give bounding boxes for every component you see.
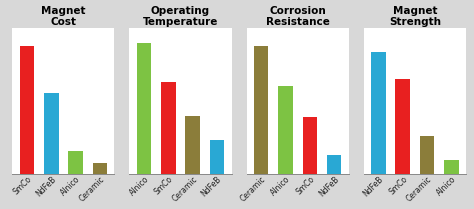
- Bar: [395, 79, 410, 174]
- Bar: [327, 155, 341, 174]
- Title: Operating
Temperature: Operating Temperature: [143, 6, 218, 27]
- Bar: [419, 136, 434, 174]
- Bar: [19, 46, 34, 174]
- Bar: [185, 116, 200, 174]
- Bar: [302, 117, 317, 174]
- Title: Magnet
Strength: Magnet Strength: [389, 6, 441, 27]
- Bar: [137, 43, 151, 174]
- Title: Magnet
Cost: Magnet Cost: [41, 6, 86, 27]
- Bar: [278, 86, 293, 174]
- Bar: [92, 163, 107, 174]
- Bar: [68, 151, 83, 174]
- Bar: [444, 161, 458, 174]
- Bar: [210, 140, 224, 174]
- Bar: [254, 46, 268, 174]
- Bar: [161, 82, 176, 174]
- Bar: [44, 93, 58, 174]
- Bar: [371, 52, 386, 174]
- Title: Corrosion
Resistance: Corrosion Resistance: [266, 6, 329, 27]
